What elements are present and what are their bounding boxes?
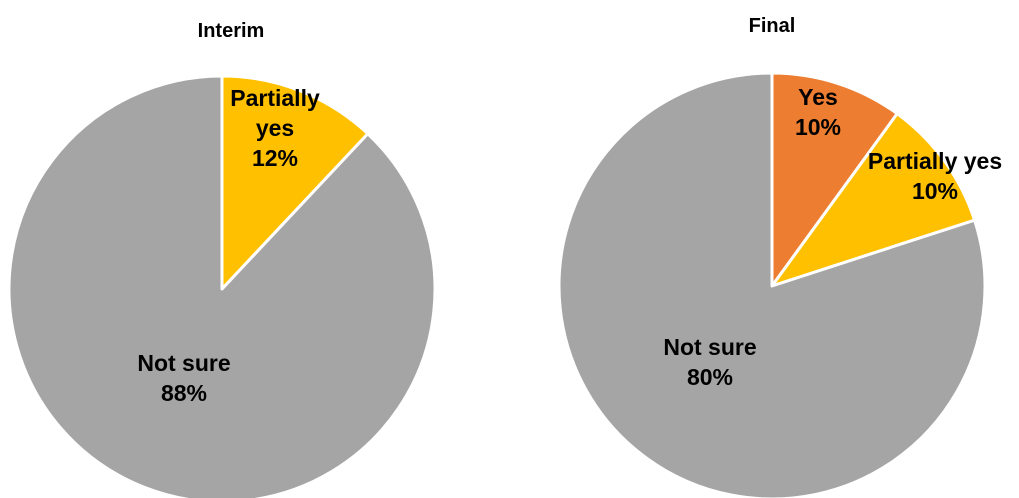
- pie-chart-final: Final Yes 10% Partially yes 10% Not sure 80%: [557, 15, 1002, 498]
- slice-label: Yes 10%: [795, 84, 841, 140]
- pie-slice-yes: [770, 71, 899, 288]
- slice-label-line: yes: [256, 115, 294, 141]
- slice-label-line: Not sure: [663, 334, 756, 360]
- pie-slice-not-sure: [7, 74, 437, 498]
- slice-label-line: Yes: [798, 84, 838, 110]
- pie-slice-partially-yes: [220, 74, 370, 291]
- chart-title: Final: [749, 15, 796, 37]
- slice-percent: 12%: [252, 145, 298, 171]
- slice-label: Not sure 80%: [663, 334, 756, 390]
- pie-slice-partially-yes: [770, 112, 977, 288]
- slice-label-line: Partially yes: [868, 148, 1002, 174]
- slice-label-line: Partially: [230, 85, 320, 111]
- slice-percent: 10%: [795, 114, 841, 140]
- slice-label: Partially yes 12%: [230, 85, 320, 171]
- pie-chart-interim: Interim Partially yes 12% Not sure 88%: [7, 20, 437, 498]
- slice-percent: 88%: [161, 380, 207, 406]
- slice-percent: 10%: [912, 178, 958, 204]
- slice-percent: 80%: [687, 364, 733, 390]
- pie-slice-not-sure: [557, 71, 987, 498]
- chart-title: Interim: [198, 20, 265, 42]
- slice-label-line: Not sure: [137, 350, 230, 376]
- slice-label: Partially yes 10%: [868, 148, 1002, 204]
- slice-label: Not sure 88%: [137, 350, 230, 406]
